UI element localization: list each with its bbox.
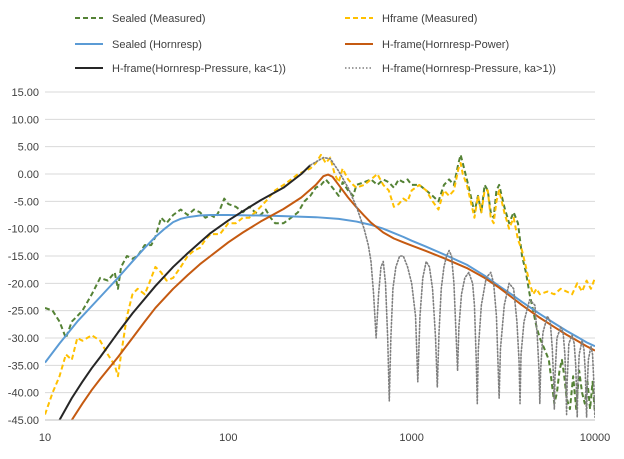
series-line-2 bbox=[45, 153, 595, 415]
x-tick-label: 100 bbox=[219, 432, 237, 444]
legend-entry: Hframe (Measured) bbox=[345, 13, 477, 25]
x-tick-label: 1000 bbox=[399, 432, 423, 444]
y-tick-label: -15.00 bbox=[8, 251, 39, 263]
y-tick-label: -10.00 bbox=[8, 224, 39, 236]
legend-label: Sealed (Hornresp) bbox=[112, 39, 202, 51]
series-line-4 bbox=[70, 173, 595, 420]
legend-entry: H-frame(Hornresp-Power) bbox=[345, 39, 509, 51]
y-tick-label: -5.00 bbox=[14, 196, 39, 208]
legend-label: H-frame(Hornresp-Pressure, ka<1)) bbox=[112, 63, 286, 75]
x-tick-label: 10000 bbox=[580, 432, 611, 444]
y-tick-label: 15.00 bbox=[11, 87, 39, 99]
series-line-5 bbox=[58, 164, 312, 420]
legend-entry: Sealed (Measured) bbox=[75, 13, 206, 25]
y-tick-label: 0.00 bbox=[18, 169, 39, 181]
legend-label: Hframe (Measured) bbox=[382, 13, 477, 25]
legend-label: H-frame(Hornresp-Pressure, ka>1)) bbox=[382, 63, 556, 75]
y-tick-label: -30.00 bbox=[8, 333, 39, 345]
legend: Sealed (Measured) Hframe (Measured) Sealed… bbox=[75, 13, 556, 75]
y-tick-label: -40.00 bbox=[8, 388, 39, 400]
legend-label: Sealed (Measured) bbox=[112, 13, 206, 25]
series-line-1 bbox=[45, 153, 595, 415]
legend-label: H-frame(Hornresp-Power) bbox=[382, 39, 509, 51]
y-tick-label: 5.00 bbox=[18, 142, 39, 154]
y-tick-label: -25.00 bbox=[8, 306, 39, 318]
y-tick-label: -20.00 bbox=[8, 278, 39, 290]
legend-entry: H-frame(Hornresp-Pressure, ka>1)) bbox=[345, 63, 556, 75]
legend-entry: Sealed (Hornresp) bbox=[75, 39, 202, 51]
y-tick-label: -45.00 bbox=[8, 415, 39, 427]
series-line-6 bbox=[309, 156, 595, 419]
axes: 15.00 10.00 5.00 0.00 -5.00 -10.00 -15.00 -20.0… bbox=[8, 87, 611, 444]
y-tick-label: -35.00 bbox=[8, 360, 39, 372]
y-tick-label: 10.00 bbox=[11, 114, 39, 126]
x-tick-label: 10 bbox=[39, 432, 51, 444]
legend-entry: H-frame(Hornresp-Pressure, ka<1)) bbox=[75, 63, 286, 75]
plot-area bbox=[45, 153, 595, 420]
series-line-3 bbox=[45, 214, 595, 364]
